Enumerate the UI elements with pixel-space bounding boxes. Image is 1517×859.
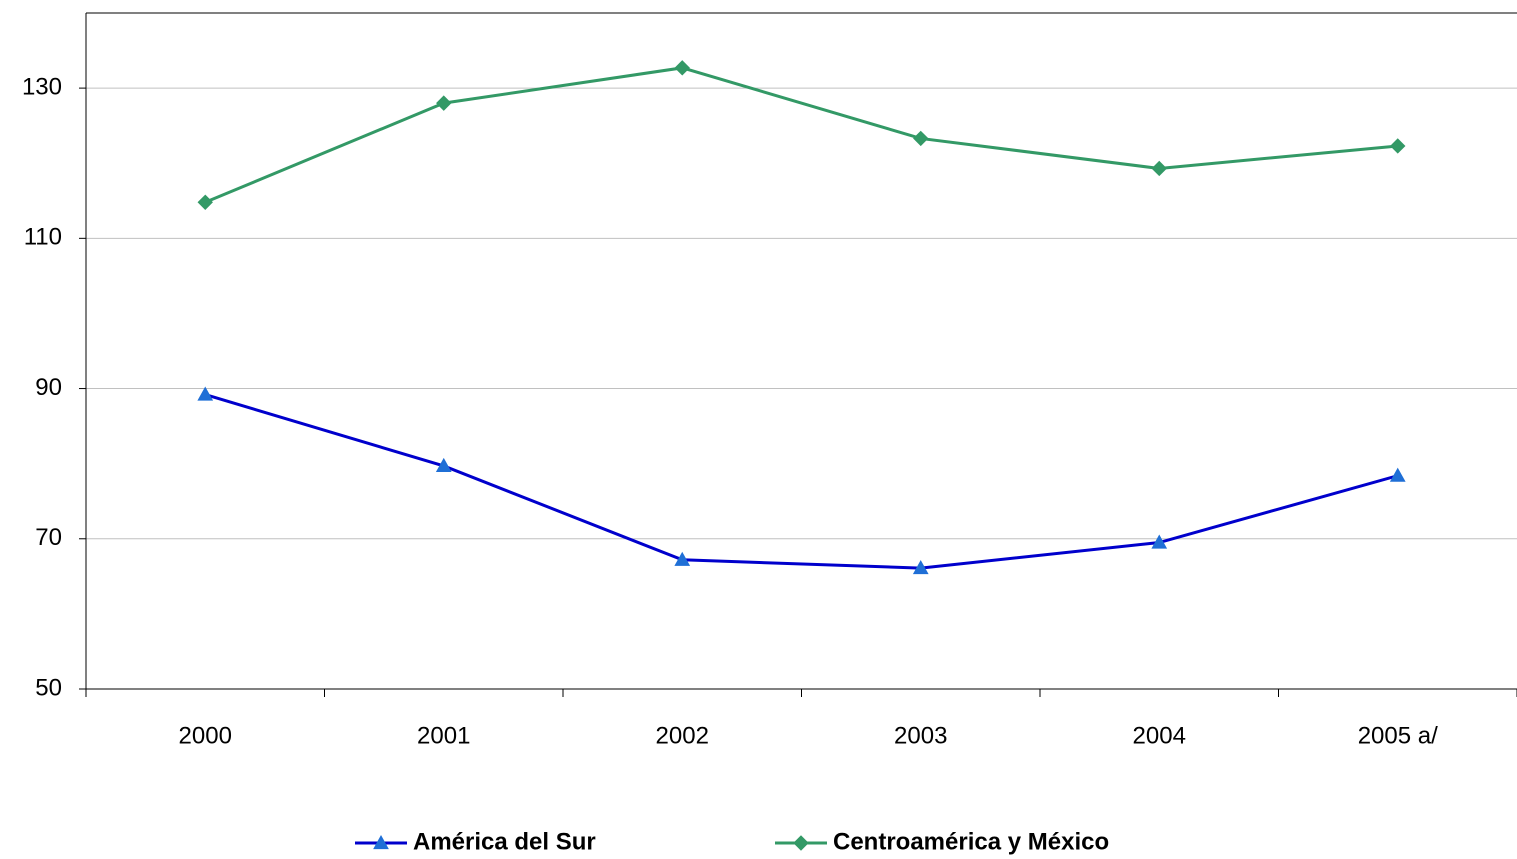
marker — [674, 60, 690, 76]
y-tick-label: 130 — [22, 73, 62, 100]
marker — [1151, 534, 1168, 549]
y-tick-label: 90 — [35, 374, 62, 401]
y-tick-label: 110 — [24, 224, 62, 251]
marker — [912, 560, 929, 575]
legend-label: Centroamérica y México — [833, 828, 1109, 855]
series-line — [204, 393, 1399, 570]
marker — [436, 95, 452, 111]
marker — [1390, 138, 1406, 154]
legend-label: América del Sur — [413, 828, 596, 855]
series-line — [204, 66, 1398, 204]
legend: América del Sur Centroamérica y México — [355, 828, 1109, 855]
y-tick-label: 50 — [35, 674, 62, 701]
x-tick-label: 2001 — [417, 722, 470, 749]
marker — [435, 457, 452, 473]
marker — [674, 551, 691, 566]
marker — [913, 130, 929, 147]
legend-marker — [373, 834, 389, 850]
marker — [197, 194, 213, 210]
x-tick-label: 2000 — [179, 722, 232, 749]
legend-marker — [793, 835, 809, 851]
marker — [1389, 467, 1406, 482]
x-tick-label: 2003 — [894, 722, 947, 749]
marker — [1151, 160, 1167, 177]
marker — [197, 386, 214, 401]
x-tick-label: 2005 a/ — [1358, 722, 1438, 749]
x-tick-label: 2002 — [656, 722, 709, 749]
y-tick-label: 70 — [35, 524, 62, 551]
x-tick-label: 2004 — [1133, 722, 1186, 749]
